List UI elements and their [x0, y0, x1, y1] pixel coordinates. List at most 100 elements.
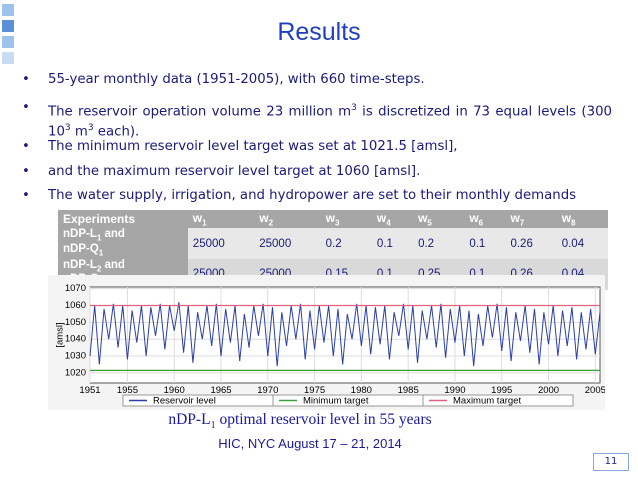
- subscript: 7: [519, 218, 525, 228]
- x-tick-label: 1995: [491, 385, 512, 396]
- table-row: nDP-L1 and nDP-Q1 25000 25000 0.2 0.1 0.2 0.1 0.…: [58, 228, 608, 259]
- x-tick-label: 1965: [210, 385, 231, 396]
- bullet-text: The minimum reservoir level target was s…: [48, 139, 612, 155]
- subscript: 1: [98, 247, 104, 257]
- subscript: 3: [335, 218, 340, 228]
- subscript: 5: [427, 218, 432, 228]
- chart: [amsl] 1020 1030 1040 1050 1060 1070 1951 1955 19…: [48, 275, 605, 410]
- header-cell: w1: [187, 210, 255, 229]
- bullet-text: The reservoir operation volume 23 millio…: [48, 100, 612, 141]
- bullet: • The minimum reservoir level target was …: [22, 139, 612, 155]
- text-run: is discretized in 73 equal levels (300 1…: [48, 104, 612, 140]
- bullet-marker: •: [22, 164, 30, 179]
- cell: 25000: [187, 228, 255, 259]
- bullet-marker: •: [22, 188, 30, 203]
- page-number: 11: [593, 453, 629, 471]
- header-cell: w8: [556, 210, 608, 229]
- decoration: [2, 4, 14, 64]
- x-tick-label: 1975: [304, 385, 325, 396]
- legend-label: Minimum target: [303, 396, 369, 407]
- cell: 0.1: [371, 228, 414, 259]
- bullet-marker: •: [22, 100, 30, 115]
- header-text: w: [192, 211, 203, 225]
- header-text: w: [376, 211, 387, 225]
- header-text: w: [259, 211, 269, 225]
- x-tick-label: 1955: [117, 385, 138, 396]
- x-tick-label: 1970: [257, 385, 278, 396]
- header-row: Experiments w1 w2 w3 w4 w5 w6 w7 w8: [58, 210, 608, 229]
- legend-label: Reservoir level: [153, 396, 216, 407]
- text-run: and the maximum reservoir level target a…: [48, 164, 421, 179]
- line-series: [89, 302, 601, 367]
- bullet: • The water supply, irrigation, and hydro…: [22, 188, 612, 204]
- caption-text: nDP-L: [168, 411, 211, 428]
- bullet-text: 55-year monthly data (1951-2005), with 6…: [48, 72, 612, 88]
- subscript: 2: [268, 218, 274, 228]
- legend-label: Maximum target: [453, 396, 521, 407]
- bullet-marker: •: [22, 139, 30, 154]
- superscript: 3: [351, 103, 357, 113]
- header-cell: Experiments: [58, 210, 188, 229]
- cell: 0.26: [505, 228, 557, 259]
- x-tick-label: 1985: [398, 385, 419, 396]
- caption-sub: 1: [210, 420, 216, 432]
- bullet-marker: •: [22, 72, 30, 87]
- subscript: 6: [478, 218, 484, 228]
- text-run: each).: [93, 124, 140, 140]
- x-tick-label: 2005: [585, 385, 605, 396]
- label-text: and: [101, 258, 125, 271]
- bullet: • and the maximum reservoir level target …: [22, 164, 612, 180]
- header-cell: w2: [254, 210, 321, 229]
- header-text: Experiments: [63, 212, 136, 227]
- y-tick-label: 1060: [65, 300, 86, 311]
- header-text: w: [561, 211, 572, 225]
- x-tick-label: 1990: [444, 385, 465, 396]
- x-tick-label: 1980: [351, 385, 372, 396]
- x-tick-label: 1960: [164, 385, 185, 396]
- superscript: 3: [64, 123, 71, 134]
- header-text: w: [510, 211, 520, 225]
- text-run: m: [70, 124, 88, 140]
- caption: nDP-L1 optimal reservoir level in 55 yea…: [0, 411, 600, 431]
- text-run: The minimum reservoir level target was s…: [48, 139, 458, 154]
- x-tick-label: 2000: [538, 385, 559, 396]
- caption-text: optimal reservoir level in 55 years: [215, 411, 432, 428]
- title: Results: [277, 18, 361, 46]
- bullet-text: The water supply, irrigation, and hydrop…: [48, 188, 612, 204]
- header-text: w: [469, 211, 479, 225]
- header-cell: w7: [505, 210, 557, 229]
- cell: 0.04: [556, 228, 608, 259]
- y-tick-label: 1040: [65, 334, 86, 345]
- header-cell: w6: [464, 210, 506, 229]
- bullet: • 55-year monthly data (1951-2005), with …: [22, 72, 612, 88]
- y-tick-label: 1070: [65, 283, 86, 294]
- subscript: 1: [96, 233, 102, 243]
- y-tick-label: 1020: [65, 367, 86, 378]
- cell: 0.2: [413, 228, 465, 259]
- text-run: 55-year monthly data (1951-2005), with 6…: [48, 72, 425, 87]
- header-cell: w3: [320, 210, 372, 229]
- superscript: 3: [87, 123, 94, 134]
- header-cell: w4: [371, 210, 414, 229]
- subscript: 4: [386, 218, 391, 228]
- y-axis-label: [amsl]: [55, 322, 66, 347]
- label-text: nDP-L: [63, 258, 97, 271]
- subscript: 8: [571, 218, 576, 228]
- cell: 0.1: [464, 228, 506, 259]
- x-tick-label: 1951: [79, 385, 100, 396]
- header-text: w: [418, 211, 428, 225]
- header-cell: w5: [413, 210, 465, 229]
- cell: 0.2: [320, 228, 372, 259]
- legend-box: [422, 394, 574, 407]
- header-text: w: [325, 211, 336, 225]
- y-tick-label: 1050: [65, 317, 86, 328]
- bullet-text: and the maximum reservoir level target a…: [48, 164, 612, 180]
- text-run: The water supply, irrigation, and hydrop…: [48, 188, 577, 203]
- subscript: 2: [96, 264, 102, 274]
- label-text: nDP-Q: [63, 242, 99, 255]
- label-text: and: [101, 228, 125, 241]
- bullet: • The reservoir operation volume 23 milli…: [22, 100, 612, 141]
- y-tick-label: 1030: [65, 351, 86, 362]
- text-run: The reservoir operation volume 23 millio…: [48, 104, 352, 120]
